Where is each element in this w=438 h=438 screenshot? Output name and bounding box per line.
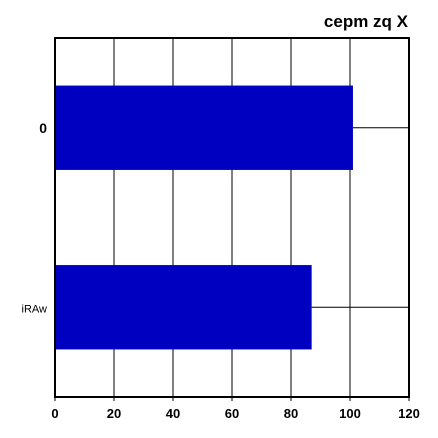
x-tick-label: 60	[225, 406, 239, 421]
category-label: 0	[39, 120, 47, 136]
x-tick-label: 120	[398, 406, 420, 421]
x-tick-label: 20	[107, 406, 121, 421]
x-tick-label: 0	[51, 406, 58, 421]
bar	[55, 265, 312, 350]
bar	[55, 85, 353, 170]
chart-title: cepm zq X	[324, 12, 409, 31]
bars	[55, 85, 353, 350]
x-tick-label: 40	[166, 406, 180, 421]
x-tick-label: 80	[284, 406, 298, 421]
category-labels: 0 iRAw	[22, 120, 48, 316]
x-tick-label: 100	[339, 406, 361, 421]
x-axis-ticks: 0 20 40 60 80 100 120	[51, 397, 420, 421]
bar-end-lines	[311, 127, 409, 308]
category-label: iRAw	[22, 303, 48, 315]
